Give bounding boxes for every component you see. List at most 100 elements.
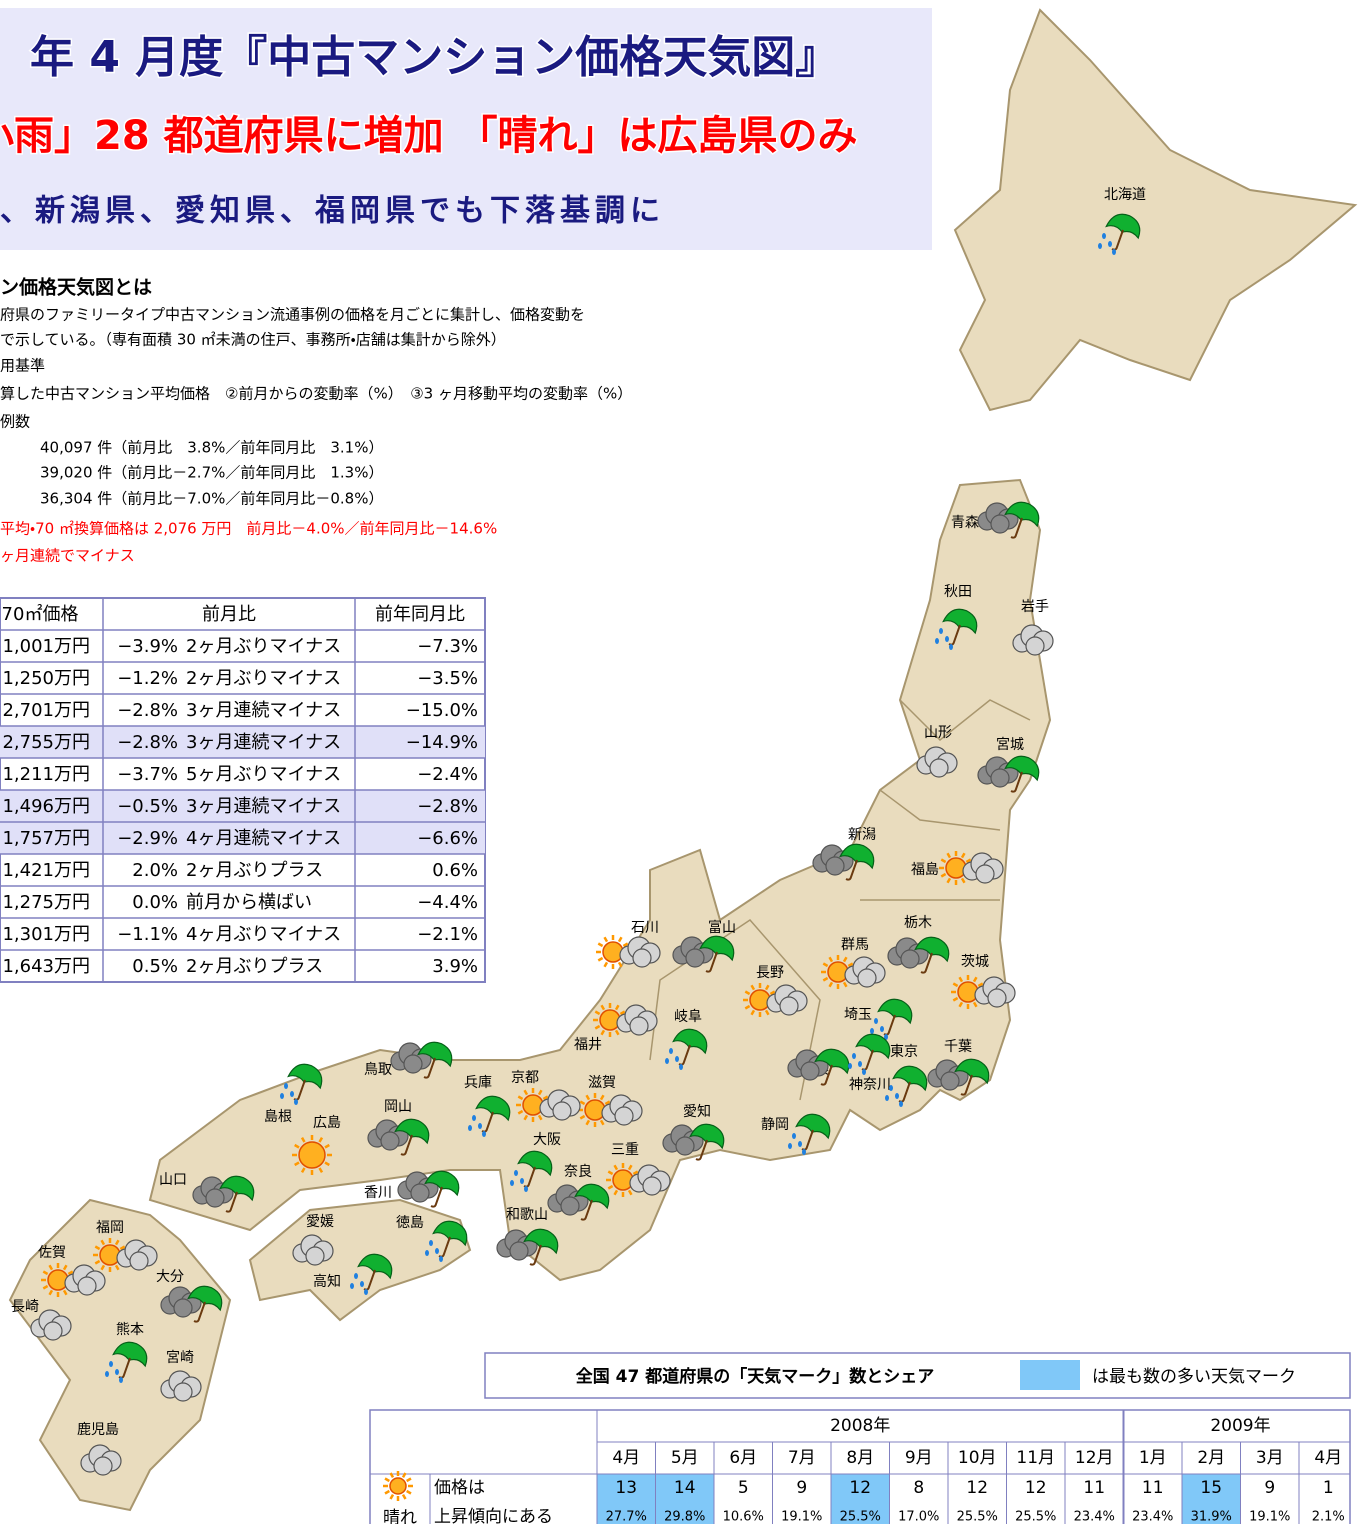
sun-ray: [294, 1143, 300, 1149]
about-highlight: 平均・70 ㎡換算価格は 2,076 万円 前月比－4.0%／前年同月比－14.…: [0, 520, 497, 538]
prefecture: 岡山: [367, 1099, 430, 1156]
rain-drop: [290, 1091, 294, 1097]
prefecture-label: 山口: [159, 1172, 187, 1188]
trend-cell: 3ヶ月連続マイナス: [186, 796, 341, 817]
share: 23.4%: [1132, 1510, 1173, 1524]
umbrella: [877, 998, 913, 1025]
about-line: 用基準: [0, 357, 45, 375]
prefecture-label: 静岡: [761, 1117, 789, 1133]
sun-ray: [617, 936, 623, 943]
row-highlight: [0, 790, 485, 822]
prefecture: 熊本: [105, 1322, 148, 1383]
rain-drop: [294, 1099, 298, 1105]
cloud: [173, 1382, 193, 1402]
prefecture-label: 長野: [756, 965, 784, 981]
sun-ray: [324, 1161, 330, 1167]
row-label: 価格は: [434, 1478, 485, 1498]
prefecture: 愛知: [662, 1103, 725, 1161]
price-cell: 1,757万円: [2, 828, 90, 849]
change-cell: −2.8%: [117, 732, 178, 753]
share: 29.8%: [664, 1510, 705, 1524]
sun-ray: [300, 1167, 306, 1173]
rain-drop: [889, 1085, 893, 1091]
sun-ray: [318, 1137, 324, 1143]
price-table: 1,001万円 −3.9% 2ヶ月ぶりマイナス −7.3% 1,250万円 −1.2% 2ヶ…: [0, 597, 486, 983]
umbrella: [954, 1058, 990, 1085]
prefecture: 京都: [511, 1070, 581, 1122]
rain-drop: [852, 1053, 856, 1059]
prefecture-label: 北海道: [1104, 187, 1146, 203]
price-cell: 1,301万円: [2, 924, 90, 945]
cloud: [632, 948, 652, 968]
price-cell: 1,250万円: [2, 668, 90, 689]
cloud: [552, 1101, 572, 1121]
umbrella: [689, 1123, 725, 1150]
share: 25.5%: [1015, 1510, 1056, 1524]
umbrella: [795, 1113, 831, 1140]
umbrella-handle: [438, 1236, 451, 1258]
prefecture: 福岡: [93, 1220, 158, 1272]
month: 3月: [1256, 1448, 1284, 1468]
prefecture-label: 佐賀: [38, 1245, 66, 1261]
sun-ray: [62, 1264, 68, 1271]
umbrella-handle: [430, 1186, 443, 1208]
rain-drop: [945, 636, 949, 642]
prefecture-label: 石川: [631, 920, 659, 936]
share: 10.6%: [723, 1510, 764, 1524]
count: 12: [849, 1478, 871, 1498]
weather-title: 全国 47 都道府県の「天気マーク」数とシェア: [576, 1366, 935, 1387]
price-cell: 1,421万円: [2, 860, 90, 881]
trend-cell: 2ヶ月ぶりプラス: [186, 956, 323, 977]
sun-ray: [406, 1477, 412, 1483]
prefecture-label: 群馬: [841, 937, 869, 953]
sun-ray: [946, 852, 952, 859]
prefecture: 愛媛: [292, 1214, 334, 1266]
prefecture-label: 青森: [951, 515, 979, 531]
rain-drop: [899, 1101, 903, 1107]
month: 4月: [1314, 1448, 1342, 1468]
prefecture-label: 大分: [156, 1269, 184, 1285]
umbrella-handle: [225, 1191, 238, 1213]
cloud: [410, 1183, 430, 1203]
sun-ray: [607, 1184, 614, 1190]
prefecture: 山形: [916, 725, 958, 778]
prefecture: 東京: [848, 1033, 918, 1075]
umbrella: [357, 1253, 393, 1280]
rain-drop: [669, 1048, 673, 1054]
umbrella: [892, 1065, 928, 1092]
count: 5: [738, 1478, 749, 1498]
rain-drop: [280, 1093, 284, 1099]
rain-drop: [105, 1371, 109, 1377]
sun-ray: [940, 858, 947, 864]
prefecture: 鳥取: [364, 1041, 453, 1079]
yoy-cell: −2.1%: [417, 924, 478, 945]
umbrella-handle: [705, 951, 718, 973]
sun-ray: [594, 1010, 601, 1016]
trend-cell: 2ヶ月ぶりマイナス: [186, 636, 341, 657]
sun-ray: [744, 990, 751, 996]
rain-drop: [895, 1093, 899, 1099]
sun-ray: [389, 1472, 395, 1478]
sun-ray: [597, 956, 604, 962]
cloud: [990, 768, 1010, 788]
prefecture: 大分: [156, 1269, 223, 1323]
sun-ray: [600, 1029, 606, 1036]
sun-ray: [617, 961, 623, 968]
rain-drop: [880, 1026, 884, 1032]
prefecture: 宮城: [977, 737, 1040, 793]
umbrella-handle: [423, 1057, 436, 1079]
price-cell: 2,701万円: [2, 700, 90, 721]
row-name: 晴れ: [383, 1508, 417, 1524]
legend-swatch: [1020, 1360, 1080, 1390]
sun-ray: [619, 1010, 626, 1016]
rain-drop: [1102, 233, 1106, 239]
rain-drop: [798, 1141, 802, 1147]
yoy-cell: −14.9%: [406, 732, 478, 753]
umbrella-handle: [400, 1134, 413, 1156]
yoy-cell: −2.8%: [417, 796, 478, 817]
umbrella: [1004, 755, 1040, 782]
rain-drop: [679, 1064, 683, 1070]
sun-ray: [614, 1029, 620, 1036]
prefecture-label: 福島: [911, 862, 939, 878]
sun-ray: [597, 942, 604, 948]
